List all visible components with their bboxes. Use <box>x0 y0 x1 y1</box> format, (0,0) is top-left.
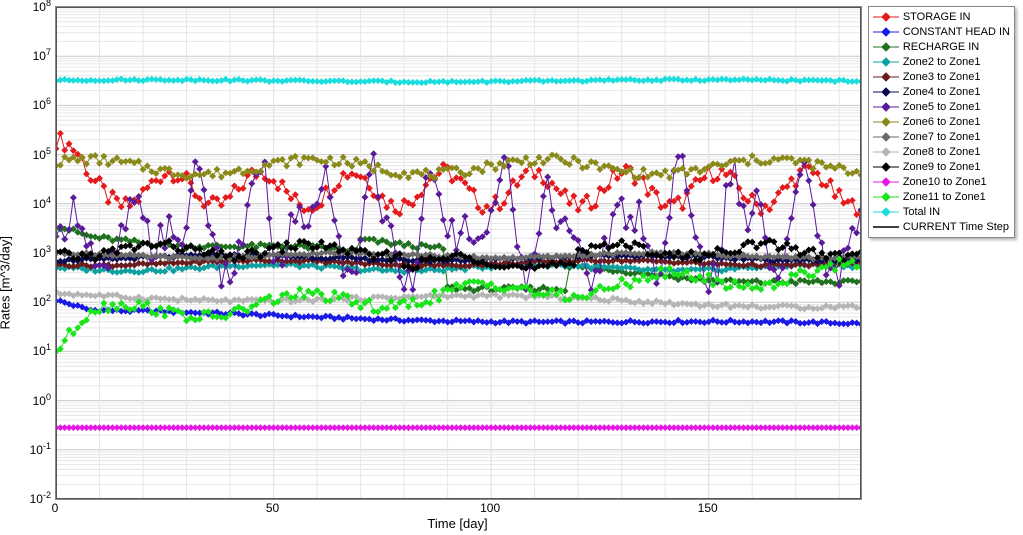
y-tick: 10-1 <box>11 441 51 457</box>
legend-swatch <box>873 192 899 202</box>
legend-swatch <box>873 57 899 67</box>
y-tick: 102 <box>11 293 51 309</box>
legend-item[interactable]: Zone11 to Zone1 <box>873 190 1010 204</box>
x-tick: 150 <box>698 501 718 515</box>
legend-label: Zone10 to Zone1 <box>903 175 987 189</box>
legend-item[interactable]: Zone2 to Zone1 <box>873 55 1010 69</box>
legend-item[interactable]: CURRENT Time Step <box>873 220 1010 234</box>
y-tick: 103 <box>11 244 51 260</box>
y-tick: 100 <box>11 392 51 408</box>
legend-swatch <box>873 207 899 217</box>
y-tick: 107 <box>11 47 51 63</box>
plot-svg <box>56 7 861 499</box>
legend-swatch <box>873 147 899 157</box>
legend-item[interactable]: Zone10 to Zone1 <box>873 175 1010 189</box>
legend-item[interactable]: Zone5 to Zone1 <box>873 100 1010 114</box>
legend-label: CURRENT Time Step <box>903 220 1009 234</box>
legend-label: Zone3 to Zone1 <box>903 70 981 84</box>
legend-label: CONSTANT HEAD IN <box>903 25 1010 39</box>
x-tick: 50 <box>266 501 279 515</box>
legend-swatch <box>873 162 899 172</box>
legend-swatch <box>873 222 899 232</box>
y-tick: 104 <box>11 195 51 211</box>
legend-label: Zone8 to Zone1 <box>903 145 981 159</box>
legend-item[interactable]: Zone8 to Zone1 <box>873 145 1010 159</box>
legend-label: Zone4 to Zone1 <box>903 85 981 99</box>
legend-label: Zone5 to Zone1 <box>903 100 981 114</box>
x-tick: 0 <box>52 501 59 515</box>
legend-item[interactable]: Zone3 to Zone1 <box>873 70 1010 84</box>
legend-label: Zone9 to Zone1 <box>903 160 981 174</box>
legend-label: Zone6 to Zone1 <box>903 115 981 129</box>
legend-label: Zone7 to Zone1 <box>903 130 981 144</box>
y-tick: 106 <box>11 96 51 112</box>
legend-swatch <box>873 132 899 142</box>
y-tick: 10-2 <box>11 490 51 506</box>
chart-container: Rates [m^3/day] Time [day] 050100150 10-… <box>0 0 1023 535</box>
legend-item[interactable]: Total IN <box>873 205 1010 219</box>
legend-label: Zone2 to Zone1 <box>903 55 981 69</box>
plot-area <box>55 6 862 500</box>
x-tick: 100 <box>480 501 500 515</box>
legend-swatch <box>873 87 899 97</box>
legend-item[interactable]: Zone4 to Zone1 <box>873 85 1010 99</box>
legend-label: RECHARGE IN <box>903 40 979 54</box>
legend-swatch <box>873 27 899 37</box>
legend-label: STORAGE IN <box>903 10 971 24</box>
legend-swatch <box>873 117 899 127</box>
legend-item[interactable]: CONSTANT HEAD IN <box>873 25 1010 39</box>
legend-label: Zone11 to Zone1 <box>903 190 986 204</box>
legend-item[interactable]: STORAGE IN <box>873 10 1010 24</box>
legend-swatch <box>873 72 899 82</box>
legend-swatch <box>873 42 899 52</box>
y-tick: 101 <box>11 342 51 358</box>
legend-item[interactable]: Zone9 to Zone1 <box>873 160 1010 174</box>
legend-swatch <box>873 12 899 22</box>
y-tick: 105 <box>11 146 51 162</box>
legend-item[interactable]: Zone6 to Zone1 <box>873 115 1010 129</box>
x-axis-label: Time [day] <box>418 516 498 531</box>
legend-swatch <box>873 102 899 112</box>
y-tick: 108 <box>11 0 51 14</box>
legend-label: Total IN <box>903 205 940 219</box>
legend-swatch <box>873 177 899 187</box>
legend: STORAGE IN CONSTANT HEAD IN RECHARGE IN … <box>868 6 1015 238</box>
legend-item[interactable]: RECHARGE IN <box>873 40 1010 54</box>
legend-item[interactable]: Zone7 to Zone1 <box>873 130 1010 144</box>
